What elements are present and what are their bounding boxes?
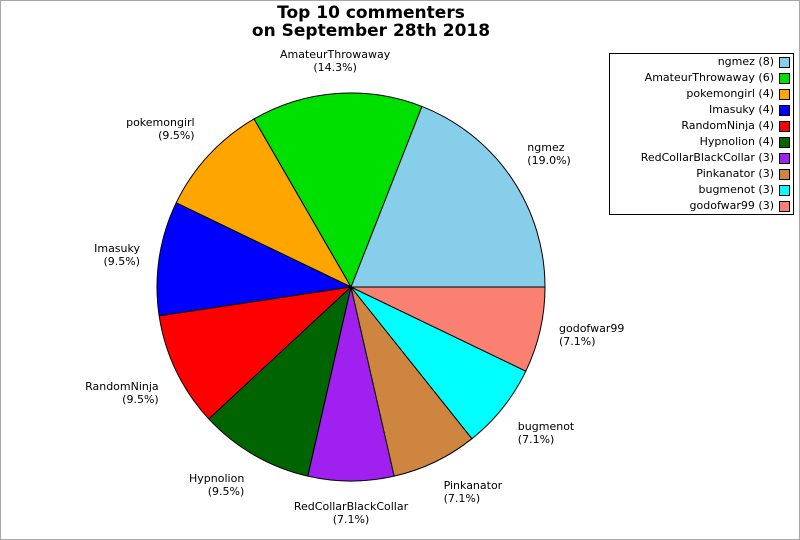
legend-row-Pinkanator: Pinkanator (3) xyxy=(610,166,793,182)
legend-swatch-bugmenot xyxy=(779,184,790,196)
slice-label-name: godofwar99 xyxy=(559,321,625,335)
pie-slice-Imasuky xyxy=(156,202,352,317)
legend-swatch-AmateurThrowaway xyxy=(779,72,790,84)
slice-label-percent: (9.5%) xyxy=(122,392,159,406)
slice-label-RandomNinja: RandomNinja (9.5%) xyxy=(85,380,159,406)
chart-title-line1: Top 10 commenters xyxy=(277,3,465,23)
legend-rows: ngmez (8) AmateurThrowaway (6) pokemongirl… xyxy=(610,54,793,214)
legend-swatch-godofwar99 xyxy=(779,200,790,212)
slice-label-AmateurThrowaway: AmateurThrowaway (14.3%) xyxy=(280,48,390,74)
slice-label-bugmenot: bugmenot (7.1%) xyxy=(518,420,574,446)
legend-row-bugmenot: bugmenot (3) xyxy=(610,182,793,198)
legend-label: pokemongirl (4) xyxy=(686,87,774,100)
legend: ngmez (8) AmateurThrowaway (6) pokemongirl… xyxy=(609,53,794,215)
legend-label: bugmenot (3) xyxy=(698,183,774,196)
slice-label-Hypnolion: Hypnolion (9.5%) xyxy=(189,472,244,498)
slice-label-pokemongirl: pokemongirl (9.5%) xyxy=(126,116,195,142)
legend-swatch-RedCollarBlackCollar xyxy=(779,152,790,164)
legend-row-Imasuky: Imasuky (4) xyxy=(610,102,793,118)
slice-label-name: AmateurThrowaway xyxy=(279,48,391,62)
legend-label: RandomNinja (4) xyxy=(681,119,774,132)
legend-label: Pinkanator (3) xyxy=(696,167,774,180)
legend-label: RedCollarBlackCollar (3) xyxy=(640,151,774,164)
slice-label-name: Hypnolion xyxy=(189,471,245,485)
legend-row-AmateurThrowaway: AmateurThrowaway (6) xyxy=(610,70,793,86)
slice-label-name: RedCollarBlackCollar xyxy=(293,500,409,514)
slice-label-name: bugmenot xyxy=(517,420,575,434)
legend-label: Imasuky (4) xyxy=(709,103,774,116)
pie-slice-godofwar99 xyxy=(350,286,546,372)
legend-label: godofwar99 (3) xyxy=(689,199,774,212)
pie-slice-Hypnolion xyxy=(208,286,352,477)
legend-swatch-Pinkanator xyxy=(779,168,790,180)
slice-label-percent: (7.1%) xyxy=(517,433,555,447)
legend-row-Hypnolion: Hypnolion (4) xyxy=(610,134,793,150)
slice-label-percent: (19.0%) xyxy=(527,153,571,167)
slice-label-name: RandomNinja xyxy=(85,379,159,393)
pie-slice-RandomNinja xyxy=(158,286,352,420)
legend-row-ngmez: ngmez (8) xyxy=(610,54,793,70)
slice-label-name: Pinkanator xyxy=(443,479,503,493)
slice-label-percent: (9.5%) xyxy=(158,128,195,142)
slice-label-name: pokemongirl xyxy=(126,115,195,129)
pie-slice-pokemongirl xyxy=(175,118,352,288)
legend-row-pokemongirl: pokemongirl (4) xyxy=(610,86,793,102)
chart-title-line2: on September 28th 2018 xyxy=(251,20,491,41)
pie-slice-ngmez xyxy=(350,105,546,288)
legend-label: AmateurThrowaway (6) xyxy=(644,71,774,84)
slice-label-percent: (14.3%) xyxy=(313,61,357,75)
slice-label-RedCollarBlackCollar: RedCollarBlackCollar (7.1%) xyxy=(294,500,408,526)
slice-label-percent: (9.5%) xyxy=(103,255,140,269)
legend-swatch-RandomNinja xyxy=(779,120,790,132)
slice-label-Imasuky: Imasuky (9.5%) xyxy=(94,242,140,268)
slice-label-name: ngmez xyxy=(527,140,565,154)
slice-label-percent: (9.5%) xyxy=(207,484,245,498)
slice-label-Pinkanator: Pinkanator (7.1%) xyxy=(444,479,503,505)
legend-swatch-ngmez xyxy=(779,56,790,68)
slice-label-percent: (7.1%) xyxy=(443,492,481,506)
legend-swatch-Hypnolion xyxy=(779,136,790,148)
chart-title: Top 10 commenters on September 28th 2018 xyxy=(251,3,491,41)
legend-row-RandomNinja: RandomNinja (4) xyxy=(610,118,793,134)
legend-swatch-pokemongirl xyxy=(779,88,790,100)
slice-label-percent: (7.1%) xyxy=(332,513,370,527)
legend-swatch-Imasuky xyxy=(779,104,790,116)
legend-label: Hypnolion (4) xyxy=(699,135,774,148)
slice-label-godofwar99: godofwar99 (7.1%) xyxy=(559,322,624,348)
slice-label-ngmez: ngmez (19.0%) xyxy=(527,141,571,167)
slice-label-name: Imasuky xyxy=(94,242,140,256)
legend-row-godofwar99: godofwar99 (3) xyxy=(610,198,793,214)
legend-label: ngmez (8) xyxy=(717,55,774,68)
pie-slice-AmateurThrowaway xyxy=(253,92,423,288)
slice-label-percent: (7.1%) xyxy=(559,334,596,348)
legend-row-RedCollarBlackCollar: RedCollarBlackCollar (3) xyxy=(610,150,793,166)
